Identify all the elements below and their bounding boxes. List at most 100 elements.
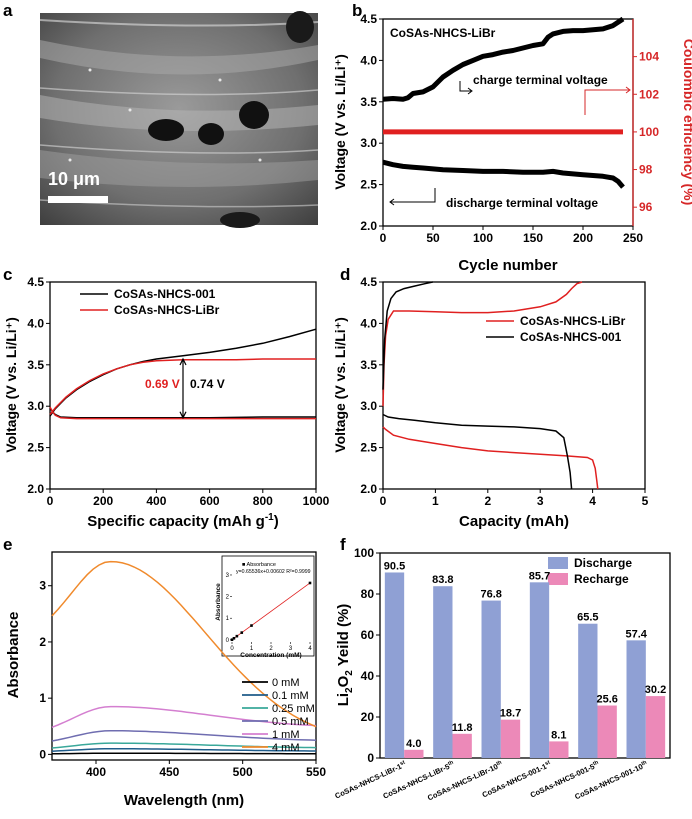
chart-b-arrow-ce-head — [625, 86, 631, 94]
bar-label-discharge-1: 83.8 — [432, 574, 453, 586]
chart-d-ylabel: Voltage (V vs. Li/Li⁺) — [332, 317, 348, 452]
bar-recharge-5 — [645, 696, 666, 758]
chart-d-ytick-label-2: 3.0 — [360, 399, 377, 413]
chart-b-arrow-charge — [459, 81, 471, 92]
chart-e-xtick-label-1: 450 — [159, 765, 179, 779]
chart-d-xtick-label-0: 0 — [380, 494, 387, 508]
chart-c-ytick-label-0: 2.0 — [27, 482, 44, 496]
bar-label-recharge-2: 18.7 — [500, 708, 521, 720]
inset-ylabel: Absorbance — [215, 583, 222, 621]
chart-d-ytick-label-4: 4.0 — [360, 316, 377, 330]
inset-fit-line — [231, 582, 311, 641]
inset-point-4 — [250, 624, 253, 627]
chart-d-series-0-discharge — [382, 426, 599, 490]
inset-xtick-label-4: 4 — [308, 646, 312, 652]
legend-e-label-3: 0.5 mM — [272, 716, 309, 728]
legend-e-label-0: 0 mM — [272, 677, 300, 689]
chart-d-ytick-label-1: 2.5 — [360, 441, 377, 455]
chart-e-xlabel: Wavelength (nm) — [124, 792, 244, 809]
inset-point-5 — [308, 581, 312, 585]
panel-label-a: a — [3, 1, 13, 20]
chart-b-ytick-label-5: 4.5 — [360, 12, 377, 26]
bar-discharge-2 — [481, 600, 501, 758]
bar-label-discharge-3: 85.7 — [529, 570, 550, 582]
chart-e-series-3 — [51, 730, 317, 742]
chart-f-ytick-label-0: 0 — [367, 751, 374, 765]
chart-b-title: CoSAs-NHCS-LiBr — [390, 26, 496, 40]
inset-point-2 — [235, 634, 239, 638]
chart-e-series-2 — [51, 742, 317, 749]
legend-c-label-0: CoSAs-NHCS-001 — [114, 287, 216, 301]
legend-e-label-2: 0.25 mM — [272, 703, 315, 715]
chart-b-xtick-label-1: 50 — [426, 231, 440, 245]
inset-xlabel: Concentration (mM) — [240, 652, 301, 659]
chart-e-ytick-label-2: 2 — [39, 635, 46, 649]
chart-b-xtick-label-5: 250 — [623, 231, 643, 245]
chart-c-gap-arrow-head-up — [179, 357, 187, 366]
bar-recharge-3 — [549, 741, 569, 758]
chart-b-ytick-label-1: 2.5 — [360, 178, 377, 192]
chart-b-ytick-label-0: 2.0 — [360, 219, 377, 233]
chart-b-y2tick-label-1: 98 — [639, 163, 653, 177]
chart-e-ytick-label-0: 0 — [39, 747, 46, 761]
inset-ytick-label-3: 3 — [226, 573, 230, 579]
bar-label-discharge-4: 65.5 — [577, 612, 598, 624]
chart-d-xtick-label-1: 1 — [432, 494, 439, 508]
chart-c-ytick-label-1: 2.5 — [27, 441, 44, 455]
chart-f-ytick-label-2: 40 — [361, 669, 375, 683]
chart-e-ytick-label-3: 3 — [39, 579, 46, 593]
chart-c-xtick-label-2: 400 — [146, 494, 166, 508]
chart-f-ytick-label-4: 80 — [361, 587, 375, 601]
inset-xtick-label-1: 1 — [250, 646, 254, 652]
bar-label-discharge-0: 90.5 — [384, 560, 405, 572]
bar-label-discharge-5: 57.4 — [625, 628, 647, 640]
legend-f-label-0: Discharge — [574, 556, 632, 570]
inset-legend: ■ Absorbance — [242, 562, 276, 568]
chart-c-xtick-label-5: 1000 — [303, 494, 330, 508]
legend-e-label-4: 1 mM — [272, 729, 300, 741]
chart-e-xtick-label-2: 500 — [233, 765, 253, 779]
chart-b-arrow-charge-head — [467, 87, 473, 95]
chart-e-xtick-label-0: 400 — [86, 765, 106, 779]
chart-b-series-discharge — [382, 159, 625, 189]
chart-b-annot-discharge: discharge terminal voltage — [446, 196, 598, 210]
bar-label-recharge-3: 8.1 — [551, 729, 566, 741]
chart-d-series-1-charge — [382, 281, 433, 390]
chart-b-xtick-label-3: 150 — [523, 231, 543, 245]
chart-c-xtick-label-3: 600 — [200, 494, 220, 508]
chart-f-ytick-label-3: 60 — [361, 628, 375, 642]
chart-e-xtick-label-3: 550 — [306, 765, 326, 779]
chart-c-ytick-label-5: 4.5 — [27, 275, 44, 289]
sem-image: 10 μm — [39, 11, 319, 228]
legend-e-label-1: 0.1 mM — [272, 690, 309, 702]
chart-b-xtick-label-0: 0 — [380, 231, 387, 245]
chart-b-arrow-discharge — [390, 188, 436, 203]
legend-f-label-1: Recharge — [574, 572, 629, 586]
chart-c-gap-arrow-head-down — [179, 411, 187, 420]
bar-recharge-0 — [404, 749, 424, 758]
chart-f-ylabel: Li2O2 Yeild (%) — [335, 604, 355, 707]
chart-f: Discharge Recharge Li2O2 Yeild (%) 0 20 40… — [333, 546, 671, 802]
scale-bar-label: 10 μm — [48, 169, 100, 189]
legend-c-label-1: CoSAs-NHCS-LiBr — [114, 303, 220, 317]
chart-d-ytick-label-0: 2.0 — [360, 482, 377, 496]
chart-d-xlabel: Capacity (mAh) — [459, 513, 569, 530]
chart-d-ytick-label-3: 3.5 — [360, 358, 377, 372]
scale-bar — [48, 196, 108, 203]
chart-c-ytick-label-4: 4.0 — [27, 316, 44, 330]
bar-recharge-2 — [500, 719, 521, 758]
bar-discharge-0 — [384, 572, 405, 758]
inset-ytick-label-2: 2 — [226, 595, 230, 601]
chart-c-annot-069: 0.69 V — [145, 377, 180, 391]
legend-d-label-1: CoSAs-NHCS-001 — [520, 330, 622, 344]
chart-d-ytick-label-5: 4.5 — [360, 275, 377, 289]
legend-d-label-0: CoSAs-NHCS-LiBr — [520, 314, 626, 328]
chart-b-ytick-label-2: 3.0 — [360, 136, 377, 150]
chart-d-series-0-charge — [382, 281, 583, 407]
panel-label-f: f — [340, 535, 346, 554]
panel-label-c: c — [3, 265, 12, 284]
chart-b-arrow-ce — [584, 89, 630, 115]
chart-e: 0 1 2 3 4 0 1 2 3 ■ Absorbancey=0.65536x+0.00602 … — [5, 551, 326, 809]
chart-e-series-4 — [51, 705, 317, 728]
